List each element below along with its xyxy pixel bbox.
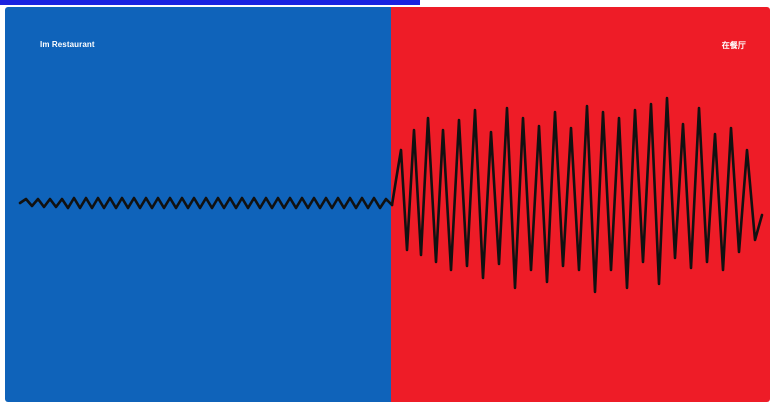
right-panel-red: 在餐厅 [391, 7, 770, 402]
left-panel-label: Im Restaurant [40, 40, 95, 49]
link-underline[interactable] [0, 0, 420, 5]
right-panel-label: 在餐厅 [721, 41, 746, 50]
left-panel-blue: Im Restaurant [5, 7, 391, 402]
